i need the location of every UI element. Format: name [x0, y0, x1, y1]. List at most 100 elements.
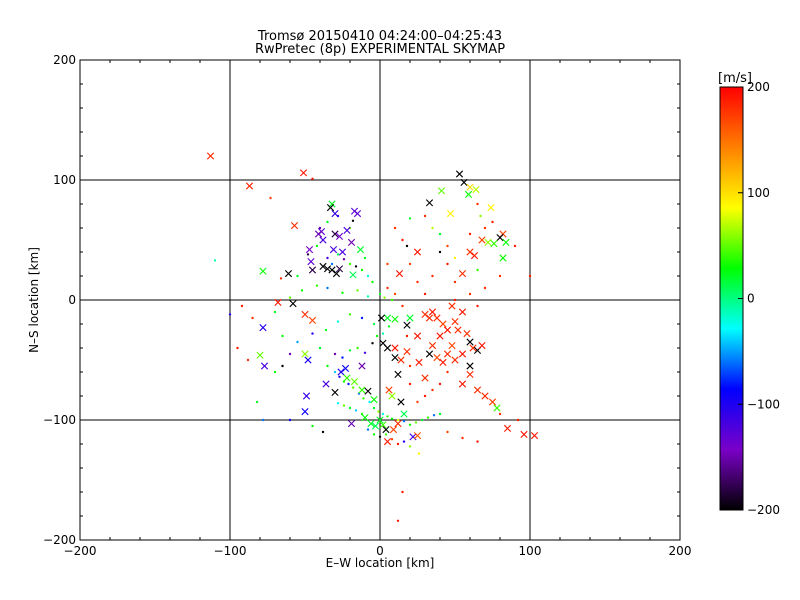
data-point-cross — [376, 416, 384, 424]
data-point-cross — [478, 236, 486, 244]
colorbar-tick-label: 0 — [747, 292, 755, 306]
data-point-dot — [333, 352, 337, 356]
data-point-dot — [378, 292, 382, 296]
data-point-cross — [448, 302, 456, 310]
data-point-cross — [331, 210, 339, 218]
data-point-dot — [371, 342, 374, 345]
data-point-dot — [366, 274, 370, 278]
data-point-cross — [343, 374, 351, 382]
data-point-cross — [530, 432, 539, 440]
data-point-cross — [421, 374, 429, 382]
data-point-dot — [372, 406, 376, 410]
data-point-cross — [347, 420, 356, 428]
data-point-dot — [348, 349, 352, 352]
data-point-dot — [414, 421, 418, 424]
data-point-dot — [461, 436, 464, 440]
data-point-dot — [396, 418, 400, 422]
data-point-dot — [273, 310, 277, 314]
data-point-dot — [360, 268, 364, 272]
data-point-dot — [468, 292, 472, 296]
y-axis-label: N–S location [km] — [27, 247, 41, 353]
data-point-dot — [341, 356, 344, 359]
data-point-cross — [301, 310, 309, 318]
data-point-dot — [426, 416, 430, 419]
data-point-dot — [347, 382, 350, 386]
data-point-cross — [383, 438, 392, 446]
data-point-dot — [479, 214, 482, 218]
data-point-cross — [481, 392, 489, 400]
data-point-dot — [431, 226, 434, 230]
data-point-cross — [382, 426, 390, 434]
data-point-cross — [433, 354, 441, 362]
data-point-cross — [397, 398, 405, 406]
data-point-dot — [281, 364, 284, 368]
data-point-dot — [408, 423, 412, 426]
data-point-dot — [300, 289, 304, 292]
data-point-cross — [301, 350, 309, 358]
data-point-cross — [350, 378, 359, 386]
data-point-dot — [356, 289, 359, 292]
data-point-dot — [296, 340, 299, 344]
data-point-cross — [458, 270, 467, 278]
data-point-dot — [438, 250, 442, 254]
x-axis-label: E–W location [km] — [326, 556, 435, 570]
data-point-cross — [331, 230, 339, 238]
data-point-cross — [335, 265, 344, 273]
data-point-dot — [336, 253, 340, 256]
data-point-dot — [446, 430, 449, 434]
data-point-cross — [409, 433, 417, 441]
data-point-dot — [236, 346, 239, 350]
data-point-dot — [408, 364, 412, 368]
data-point-cross — [466, 183, 474, 191]
data-point-dot — [356, 346, 359, 350]
x-tick-label: −100 — [214, 544, 247, 558]
data-point-cross — [332, 270, 341, 278]
data-point-dot — [402, 440, 406, 443]
data-point-cross — [388, 392, 396, 400]
data-point-dot — [288, 296, 292, 299]
data-point-cross — [335, 232, 344, 240]
axis-ticks: −200 −100 0 100 200 −200 −100 0 100 200 — [43, 53, 691, 558]
data-point-cross — [458, 308, 467, 316]
data-point-dot — [228, 313, 232, 316]
data-point-cross — [260, 362, 269, 370]
data-point-cross — [400, 410, 408, 418]
data-point-cross — [289, 300, 297, 308]
data-point-cross — [470, 252, 479, 260]
data-point-cross — [454, 326, 462, 334]
data-point-dot — [318, 226, 322, 230]
data-point-cross — [361, 414, 369, 422]
data-point-cross — [520, 430, 528, 438]
data-point-dot — [405, 244, 409, 248]
data-point-cross — [349, 271, 357, 279]
data-point-cross — [347, 238, 356, 246]
data-point-dot — [423, 292, 427, 296]
data-point-cross — [443, 350, 452, 358]
data-point-dot — [476, 202, 479, 206]
data-point-cross — [451, 356, 459, 364]
data-point-cross — [413, 248, 422, 256]
data-point-cross — [397, 356, 405, 364]
data-point-cross — [326, 204, 335, 212]
data-point-cross — [437, 187, 446, 195]
data-point-dot — [336, 402, 340, 405]
data-point-dot — [483, 286, 487, 290]
y-tick-label: −200 — [43, 533, 76, 547]
data-point-cross — [413, 432, 422, 440]
data-point-dot — [363, 351, 367, 354]
data-point-cross — [439, 320, 447, 328]
data-point-cross — [413, 332, 422, 340]
data-point-cross — [389, 426, 398, 434]
data-point-cross — [487, 204, 495, 212]
data-point-cross — [425, 199, 434, 207]
data-point-cross — [377, 314, 386, 322]
data-point-cross — [458, 380, 467, 388]
data-point-dot — [386, 262, 389, 266]
data-point-dot — [513, 244, 517, 248]
data-point-dot — [396, 442, 400, 446]
data-point-cross — [425, 314, 434, 322]
data-point-cross — [458, 350, 467, 358]
data-point-cross — [469, 344, 477, 352]
data-point-cross — [406, 314, 414, 322]
data-point-dot — [401, 490, 404, 494]
